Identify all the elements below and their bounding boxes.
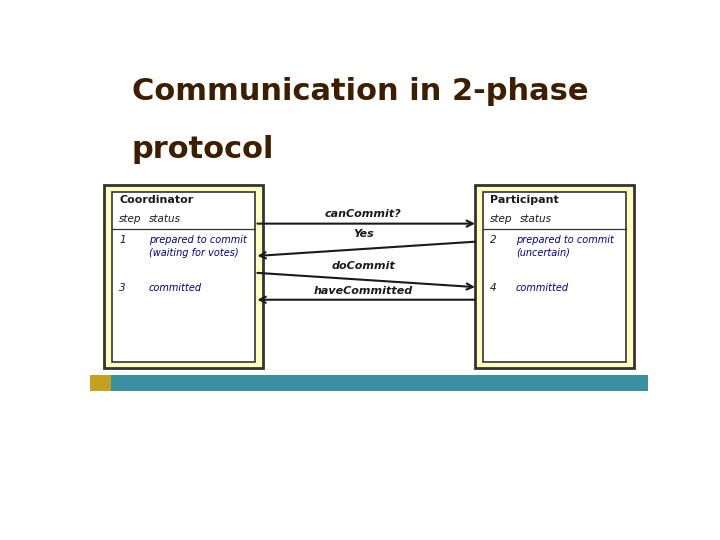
Text: Communication in 2-phase: Communication in 2-phase <box>132 77 588 106</box>
FancyBboxPatch shape <box>104 185 263 368</box>
Text: protocol: protocol <box>132 136 274 165</box>
Text: prepared to commit
(waiting for votes): prepared to commit (waiting for votes) <box>148 235 246 258</box>
Text: Coordinator: Coordinator <box>119 195 193 205</box>
Text: 1: 1 <box>119 235 126 245</box>
Text: step: step <box>490 214 513 225</box>
Text: 3: 3 <box>119 283 126 293</box>
FancyBboxPatch shape <box>112 192 255 362</box>
Text: Participant: Participant <box>490 195 559 205</box>
FancyBboxPatch shape <box>483 192 626 362</box>
Text: status: status <box>148 214 181 225</box>
Bar <box>90 375 648 391</box>
Text: doCommit: doCommit <box>331 261 395 271</box>
Text: 2: 2 <box>490 235 497 245</box>
Bar <box>90 375 111 391</box>
Text: prepared to commit
(uncertain): prepared to commit (uncertain) <box>516 235 613 258</box>
Text: haveCommitted: haveCommitted <box>314 286 413 295</box>
Text: committed: committed <box>148 283 202 293</box>
Text: 4: 4 <box>490 283 497 293</box>
Text: status: status <box>520 214 552 225</box>
Text: step: step <box>119 214 142 225</box>
Text: canCommit?: canCommit? <box>325 210 402 219</box>
Text: Yes: Yes <box>353 230 374 239</box>
Text: committed: committed <box>516 283 569 293</box>
FancyBboxPatch shape <box>475 185 634 368</box>
